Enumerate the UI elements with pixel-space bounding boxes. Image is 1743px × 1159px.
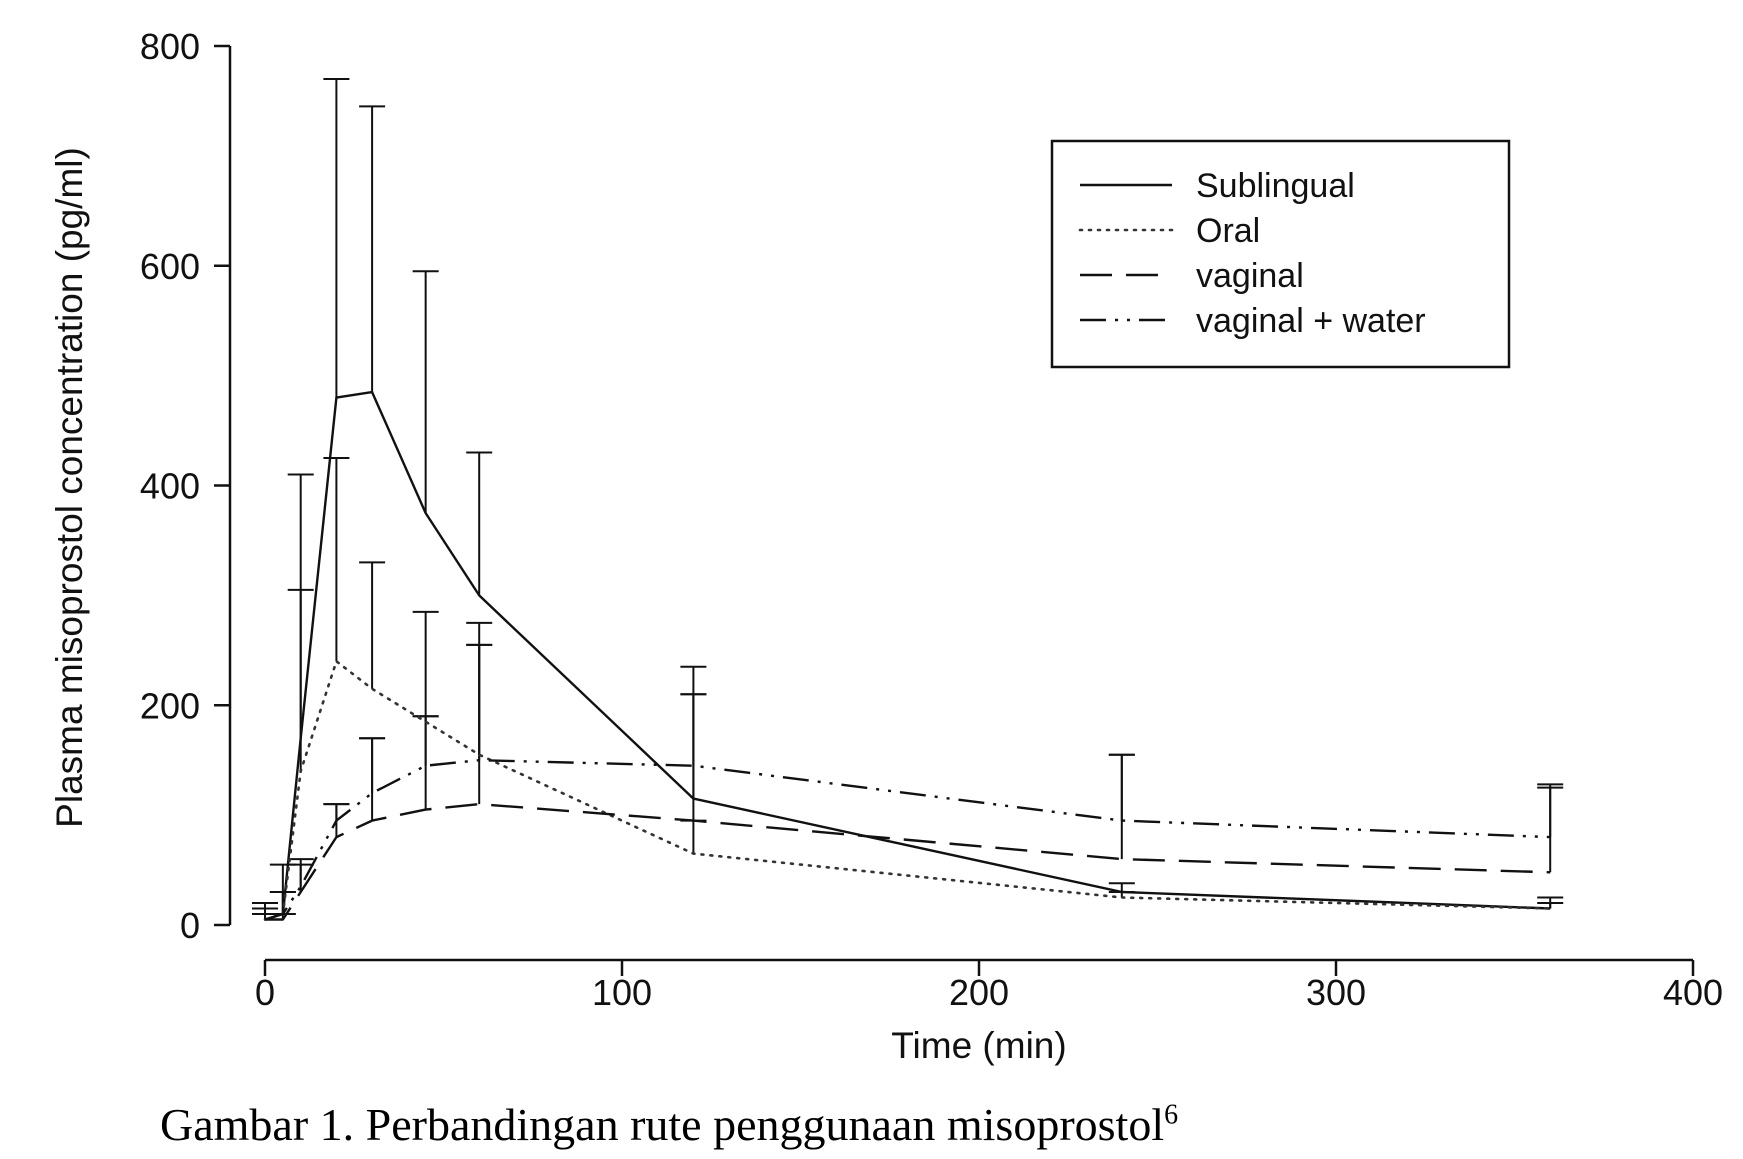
- caption-text: Gambar 1. Perbandingan rute penggunaan m…: [160, 1099, 1165, 1150]
- x-tick-label-100: 100: [592, 972, 652, 1013]
- legend-label-vaginal: vaginal: [1196, 257, 1304, 295]
- series-lines: [263, 390, 1552, 921]
- x-tick-label-200: 200: [949, 972, 1009, 1013]
- caption-superscript: 6: [1164, 1099, 1179, 1131]
- series-line-sublingual: [264, 390, 1551, 921]
- figure-caption: Gambar 1. Perbandingan rute penggunaan m…: [160, 1098, 1660, 1151]
- legend-label-vaginal-water: vaginal + water: [1196, 302, 1426, 340]
- series-line-vaginal-water: [264, 759, 1551, 921]
- series-line-vaginal: [265, 802, 1551, 921]
- series-line-oral: [263, 660, 1552, 921]
- y-tick-label-600: 600: [140, 246, 200, 287]
- error-bars: [252, 77, 1564, 920]
- legend-label-sublingual: Sublingual: [1196, 167, 1355, 205]
- x-tick-label-0: 0: [255, 972, 275, 1013]
- y-tick-label-400: 400: [140, 466, 200, 507]
- legend-box: [1050, 139, 1511, 369]
- y-tick-label-800: 800: [140, 26, 200, 67]
- x-tick-label-400: 400: [1663, 972, 1723, 1013]
- y-axis-title: Plasma misoprostol concentration (pg/ml): [49, 147, 90, 828]
- legend: Sublingual Oral vaginal vaginal + water: [1050, 139, 1511, 369]
- axes: 0 200 400 600 800 0 100 200 300 400 Time (min) Plas…: [49, 26, 1723, 1066]
- line-chart: 0 200 400 600 800 0 100 200 300 400 Time (min) Plas…: [49, 26, 1723, 1066]
- x-tick-label-300: 300: [1306, 972, 1366, 1013]
- legend-label-oral: Oral: [1196, 212, 1260, 250]
- y-tick-label-200: 200: [140, 685, 200, 726]
- x-axis-title: Time (min): [891, 1025, 1066, 1066]
- y-tick-label-0: 0: [180, 905, 200, 946]
